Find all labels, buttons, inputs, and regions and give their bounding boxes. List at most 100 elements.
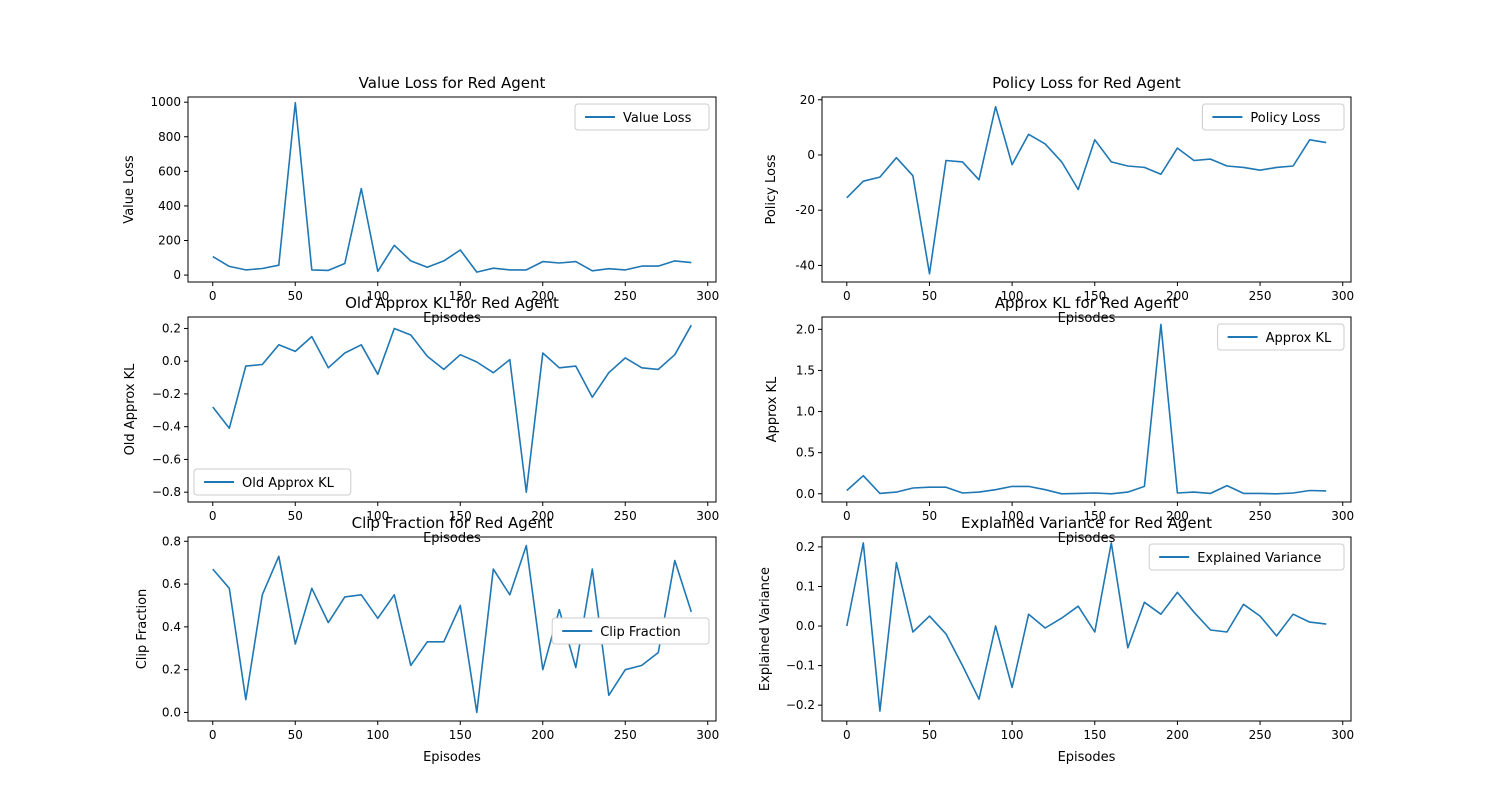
y-tick-label: 1.0 <box>796 405 815 419</box>
x-tick-label: 300 <box>696 509 719 523</box>
y-tick-label: 1000 <box>150 95 181 109</box>
y-tick-label: 0.4 <box>162 620 181 634</box>
y-tick-label: 400 <box>158 199 181 213</box>
x-tick-label: 250 <box>614 509 637 523</box>
series-line <box>212 544 693 714</box>
x-axis-label: Episodes <box>423 311 481 326</box>
x-tick-label: 200 <box>531 509 554 523</box>
chart-title: Value Loss for Red Agent <box>359 74 546 92</box>
x-axis-label: Episodes <box>1058 750 1116 765</box>
x-tick-label: 0 <box>209 289 217 303</box>
y-axis-label: Explained Variance <box>758 567 773 691</box>
legend: Clip Fraction <box>551 617 710 645</box>
x-tick-label: 50 <box>288 728 303 742</box>
plot-frame <box>187 536 717 722</box>
series-line <box>846 542 1327 712</box>
series-line <box>212 324 692 494</box>
x-tick-label: 100 <box>366 509 389 523</box>
series-line <box>846 105 1327 275</box>
x-tick-label: 0 <box>843 728 851 742</box>
legend: Explained Variance <box>1148 543 1345 571</box>
plot-frame <box>821 536 1352 722</box>
legend-box <box>1217 323 1345 351</box>
chart-title: Explained Variance for Red Agent <box>961 514 1212 532</box>
x-tick-label: 0 <box>209 509 217 523</box>
x-tick-label: 100 <box>1001 289 1024 303</box>
x-tick-label: 250 <box>1249 289 1272 303</box>
y-tick-label: −0.6 <box>152 452 181 466</box>
legend-label: Old Approx KL <box>242 476 335 491</box>
subplot-3: 0 50 100 150 200 250 300 −0.8 −0.6 −0.4 −0.2 0.0 0.2… <box>123 294 719 546</box>
series-line <box>846 323 1327 495</box>
y-tick-label: 600 <box>158 164 181 178</box>
x-tick-label: 200 <box>1166 728 1189 742</box>
legend-label: Explained Variance <box>1197 551 1321 566</box>
y-axis-label: Approx KL <box>765 376 780 442</box>
x-tick-label: 50 <box>922 289 937 303</box>
y-tick-label: 2.0 <box>796 322 815 336</box>
x-tick-label: 200 <box>531 289 554 303</box>
x-tick-label: 0 <box>209 728 217 742</box>
y-tick-label: 0 <box>807 148 815 162</box>
x-axis-label: Episodes <box>1058 531 1116 546</box>
legend: Value Loss <box>574 103 710 131</box>
legend: Policy Loss <box>1201 103 1345 131</box>
x-tick-label: 250 <box>1249 728 1272 742</box>
subplot-1: 0 50 100 150 200 250 300 0 200 400 600 800 1000 Value… <box>122 74 719 326</box>
legend-box <box>1201 103 1345 131</box>
y-tick-label: 20 <box>800 93 815 107</box>
x-tick-label: 300 <box>1331 728 1354 742</box>
y-tick-label: -40 <box>795 258 815 272</box>
x-tick-label: 100 <box>1001 509 1024 523</box>
x-tick-label: 250 <box>614 289 637 303</box>
plot-frame <box>821 316 1352 503</box>
x-tick-label: 150 <box>449 509 472 523</box>
y-tick-label: 0.0 <box>162 705 181 719</box>
x-tick-label: 50 <box>288 289 303 303</box>
y-tick-label: 200 <box>158 234 181 248</box>
y-axis-label: Clip Fraction <box>135 589 150 670</box>
x-tick-label: 0 <box>843 509 851 523</box>
y-tick-label: −0.4 <box>152 420 181 434</box>
x-tick-label: 300 <box>1331 509 1354 523</box>
x-tick-label: 150 <box>1083 289 1106 303</box>
x-tick-label: 50 <box>922 509 937 523</box>
x-tick-label: 50 <box>288 509 303 523</box>
x-tick-label: 0 <box>843 289 851 303</box>
y-tick-label: 0.2 <box>162 663 181 677</box>
y-tick-label: 0 <box>173 268 181 282</box>
x-tick-label: 100 <box>1001 728 1024 742</box>
y-tick-label: −0.2 <box>152 387 181 401</box>
legend-label: Approx KL <box>1266 331 1332 346</box>
x-axis-label: Episodes <box>1058 311 1116 326</box>
x-tick-label: 300 <box>696 728 719 742</box>
y-tick-label: 0.5 <box>796 446 815 460</box>
x-tick-label: 200 <box>1166 509 1189 523</box>
x-tick-label: 200 <box>1166 289 1189 303</box>
x-tick-label: 150 <box>1083 728 1106 742</box>
x-tick-label: 150 <box>1083 509 1106 523</box>
legend-box <box>551 617 710 645</box>
chart-title: Clip Fraction for Red Agent <box>352 514 553 532</box>
y-tick-label: 1.5 <box>796 363 815 377</box>
y-tick-label: 0.8 <box>162 534 181 548</box>
legend-box <box>193 468 352 496</box>
plot-frame <box>821 96 1352 283</box>
legend-label: Policy Loss <box>1250 111 1320 126</box>
subplot-2: 0 50 100 150 200 250 300 -40 -20 0 20 Policy Loss f… <box>764 74 1354 326</box>
subplot-6: 0 50 100 150 200 250 300 −0.2 −0.1 0.0 0.1 0.2 Expla… <box>758 514 1354 765</box>
legend: Old Approx KL <box>193 468 352 496</box>
x-tick-label: 100 <box>366 728 389 742</box>
x-tick-label: 200 <box>531 728 554 742</box>
y-tick-label: −0.8 <box>152 485 181 499</box>
x-axis-label: Episodes <box>423 750 481 765</box>
x-tick-label: 150 <box>449 728 472 742</box>
plot-frame <box>187 96 717 283</box>
y-tick-label: -20 <box>795 203 815 217</box>
y-tick-label: 0.2 <box>796 540 815 554</box>
y-tick-label: −0.2 <box>786 698 815 712</box>
series-line <box>212 101 692 273</box>
chart-title: Policy Loss for Red Agent <box>992 74 1181 92</box>
x-tick-label: 100 <box>366 289 389 303</box>
